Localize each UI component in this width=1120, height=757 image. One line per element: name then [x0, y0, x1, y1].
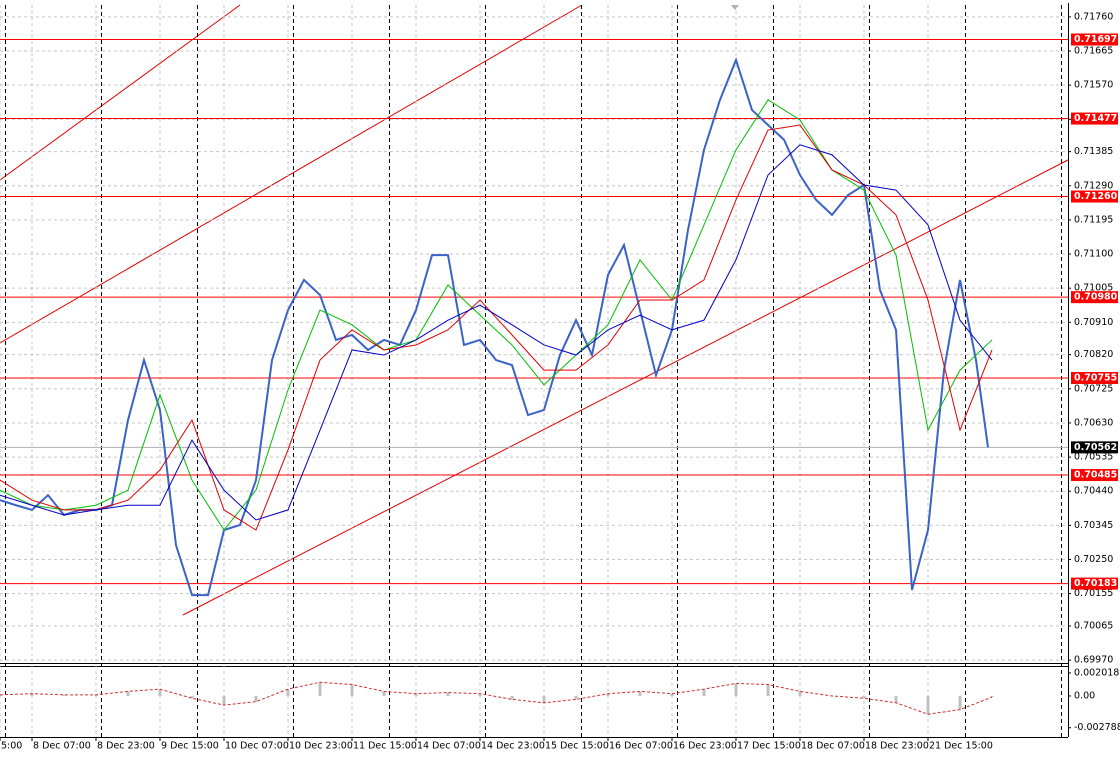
level-label: 0.71697: [1074, 34, 1117, 45]
oscillator-signal: [0, 681, 993, 715]
oscillator-bar: [190, 695, 194, 699]
y-tick-label: 0.70725: [1074, 383, 1113, 394]
x-tick-label: 5:00: [1, 741, 22, 752]
oscillator-bar: [734, 683, 738, 696]
oscillator-bar: [798, 691, 802, 696]
oscillator-bar: [286, 689, 290, 696]
level-tag: [1071, 469, 1118, 482]
grid-layer: [0, 5, 1071, 741]
x-tick-label: 18 Dec 23:00: [865, 741, 929, 752]
label-layer: 0.717600.716650.715700.714750.713850.712…: [1, 11, 1120, 751]
oscillator-bar: [510, 695, 514, 700]
oscillator-bar: [990, 695, 994, 698]
x-tick-label: 9 Dec 15:00: [161, 741, 219, 752]
y-tick-label: 0.71100: [1074, 249, 1113, 260]
x-tick-label: 18 Dec 07:00: [801, 741, 865, 752]
level-label: 0.70755: [1074, 373, 1117, 384]
oscillator-bar: [126, 691, 130, 696]
oscillator-bar: [958, 695, 962, 710]
oscillator-bar: [0, 694, 2, 696]
level-label: 0.70980: [1074, 292, 1118, 303]
channel-line: [0, 4, 583, 344]
oscillator-bar: [30, 693, 34, 696]
y-tick-label: 0.71290: [1074, 180, 1113, 191]
x-tick-label: 15 Dec 15:00: [545, 741, 609, 752]
oscillator-bar: [574, 695, 578, 700]
oscillator-bar: [318, 682, 322, 696]
current-price-label: 0.70562: [1074, 442, 1117, 453]
y-tick-label: 0.70345: [1074, 520, 1113, 531]
level-label: 0.71260: [1074, 191, 1118, 202]
price-line: [0, 57, 989, 597]
y-tick-label: 0.71570: [1074, 80, 1113, 91]
x-tick-label: 10 Dec 23:00: [289, 741, 353, 752]
y-tick-label: 0.002018: [1074, 667, 1119, 678]
oscillator-bar: [670, 693, 674, 696]
level-tag: [1071, 33, 1118, 46]
moving-average-line: [0, 144, 993, 521]
y-tick-label: 0.70155: [1074, 588, 1113, 599]
level-tag: [1071, 190, 1118, 203]
x-tick-label: 16 Dec 07:00: [609, 741, 673, 752]
level-tag: [1071, 112, 1118, 125]
oscillator-bar: [382, 691, 386, 696]
y-tick-label: 0.71665: [1074, 45, 1113, 56]
channel-line: [0, 4, 241, 181]
mark-layer: [0, 38, 1068, 715]
x-tick-label: 16 Dec 23:00: [673, 741, 737, 752]
oscillator-bar: [894, 695, 898, 703]
x-tick-label: 11 Dec 15:00: [353, 741, 417, 752]
level-label: 0.70183: [1074, 578, 1117, 589]
x-tick-label: 14 Dec 07:00: [417, 741, 481, 752]
y-tick-label: 0.71005: [1074, 283, 1113, 294]
oscillator-bar: [94, 694, 98, 696]
channel-line: [182, 159, 1069, 616]
y-tick-label: 0.71385: [1074, 146, 1113, 157]
level-tag: [1071, 372, 1118, 385]
oscillator-bar: [414, 693, 418, 696]
oscillator-bar: [926, 695, 930, 715]
oscillator-bar: [766, 684, 770, 696]
y-tick-label: -0.002788: [1074, 722, 1120, 733]
x-tick-label: 17 Dec 15:00: [737, 741, 801, 752]
y-tick-label: 0.00: [1074, 690, 1095, 701]
y-tick-label: 0.70535: [1074, 452, 1113, 463]
level-tag: [1071, 577, 1118, 590]
oscillator-bar: [702, 689, 706, 696]
y-tick-label: 0.70440: [1074, 486, 1113, 497]
y-tick-label: 0.70630: [1074, 417, 1113, 428]
oscillator-bar: [606, 693, 610, 696]
moving-average-line: [0, 124, 993, 531]
oscillator-bar: [478, 693, 482, 696]
oscillator-bar: [222, 695, 226, 706]
shift-marker: [731, 5, 739, 10]
y-tick-label: 0.70250: [1074, 554, 1113, 565]
y-tick-label: 0.70820: [1074, 349, 1113, 360]
x-tick-label: 10 Dec 07:00: [225, 741, 289, 752]
level-label: 0.71477: [1074, 113, 1117, 124]
oscillator-bar: [158, 689, 162, 696]
x-tick-label: 8 Dec 07:00: [33, 741, 91, 752]
oscillator-bar: [446, 692, 450, 696]
x-tick-label: 21 Dec 15:00: [929, 741, 993, 752]
current-price-tag: [1071, 441, 1118, 454]
y-tick-label: 0.71195: [1074, 214, 1113, 225]
y-tick-label: 0.70065: [1074, 620, 1113, 631]
y-tick-label: 0.71760: [1074, 11, 1113, 22]
frame: [0, 3, 1069, 738]
x-tick-label: 8 Dec 23:00: [97, 741, 155, 752]
oscillator-bar: [862, 695, 866, 699]
y-tick-label: 0.70910: [1074, 317, 1113, 328]
oscillator-bar: [638, 691, 642, 696]
oscillator-bar: [542, 695, 546, 703]
oscillator-bar: [62, 694, 66, 696]
oscillator-bar: [350, 684, 354, 696]
x-tick-label: 14 Dec 23:00: [481, 741, 545, 752]
level-tag: [1071, 291, 1118, 304]
level-label: 0.70485: [1074, 470, 1117, 481]
y-tick-label: 0.69970: [1074, 655, 1113, 666]
oscillator-bar: [254, 695, 258, 702]
